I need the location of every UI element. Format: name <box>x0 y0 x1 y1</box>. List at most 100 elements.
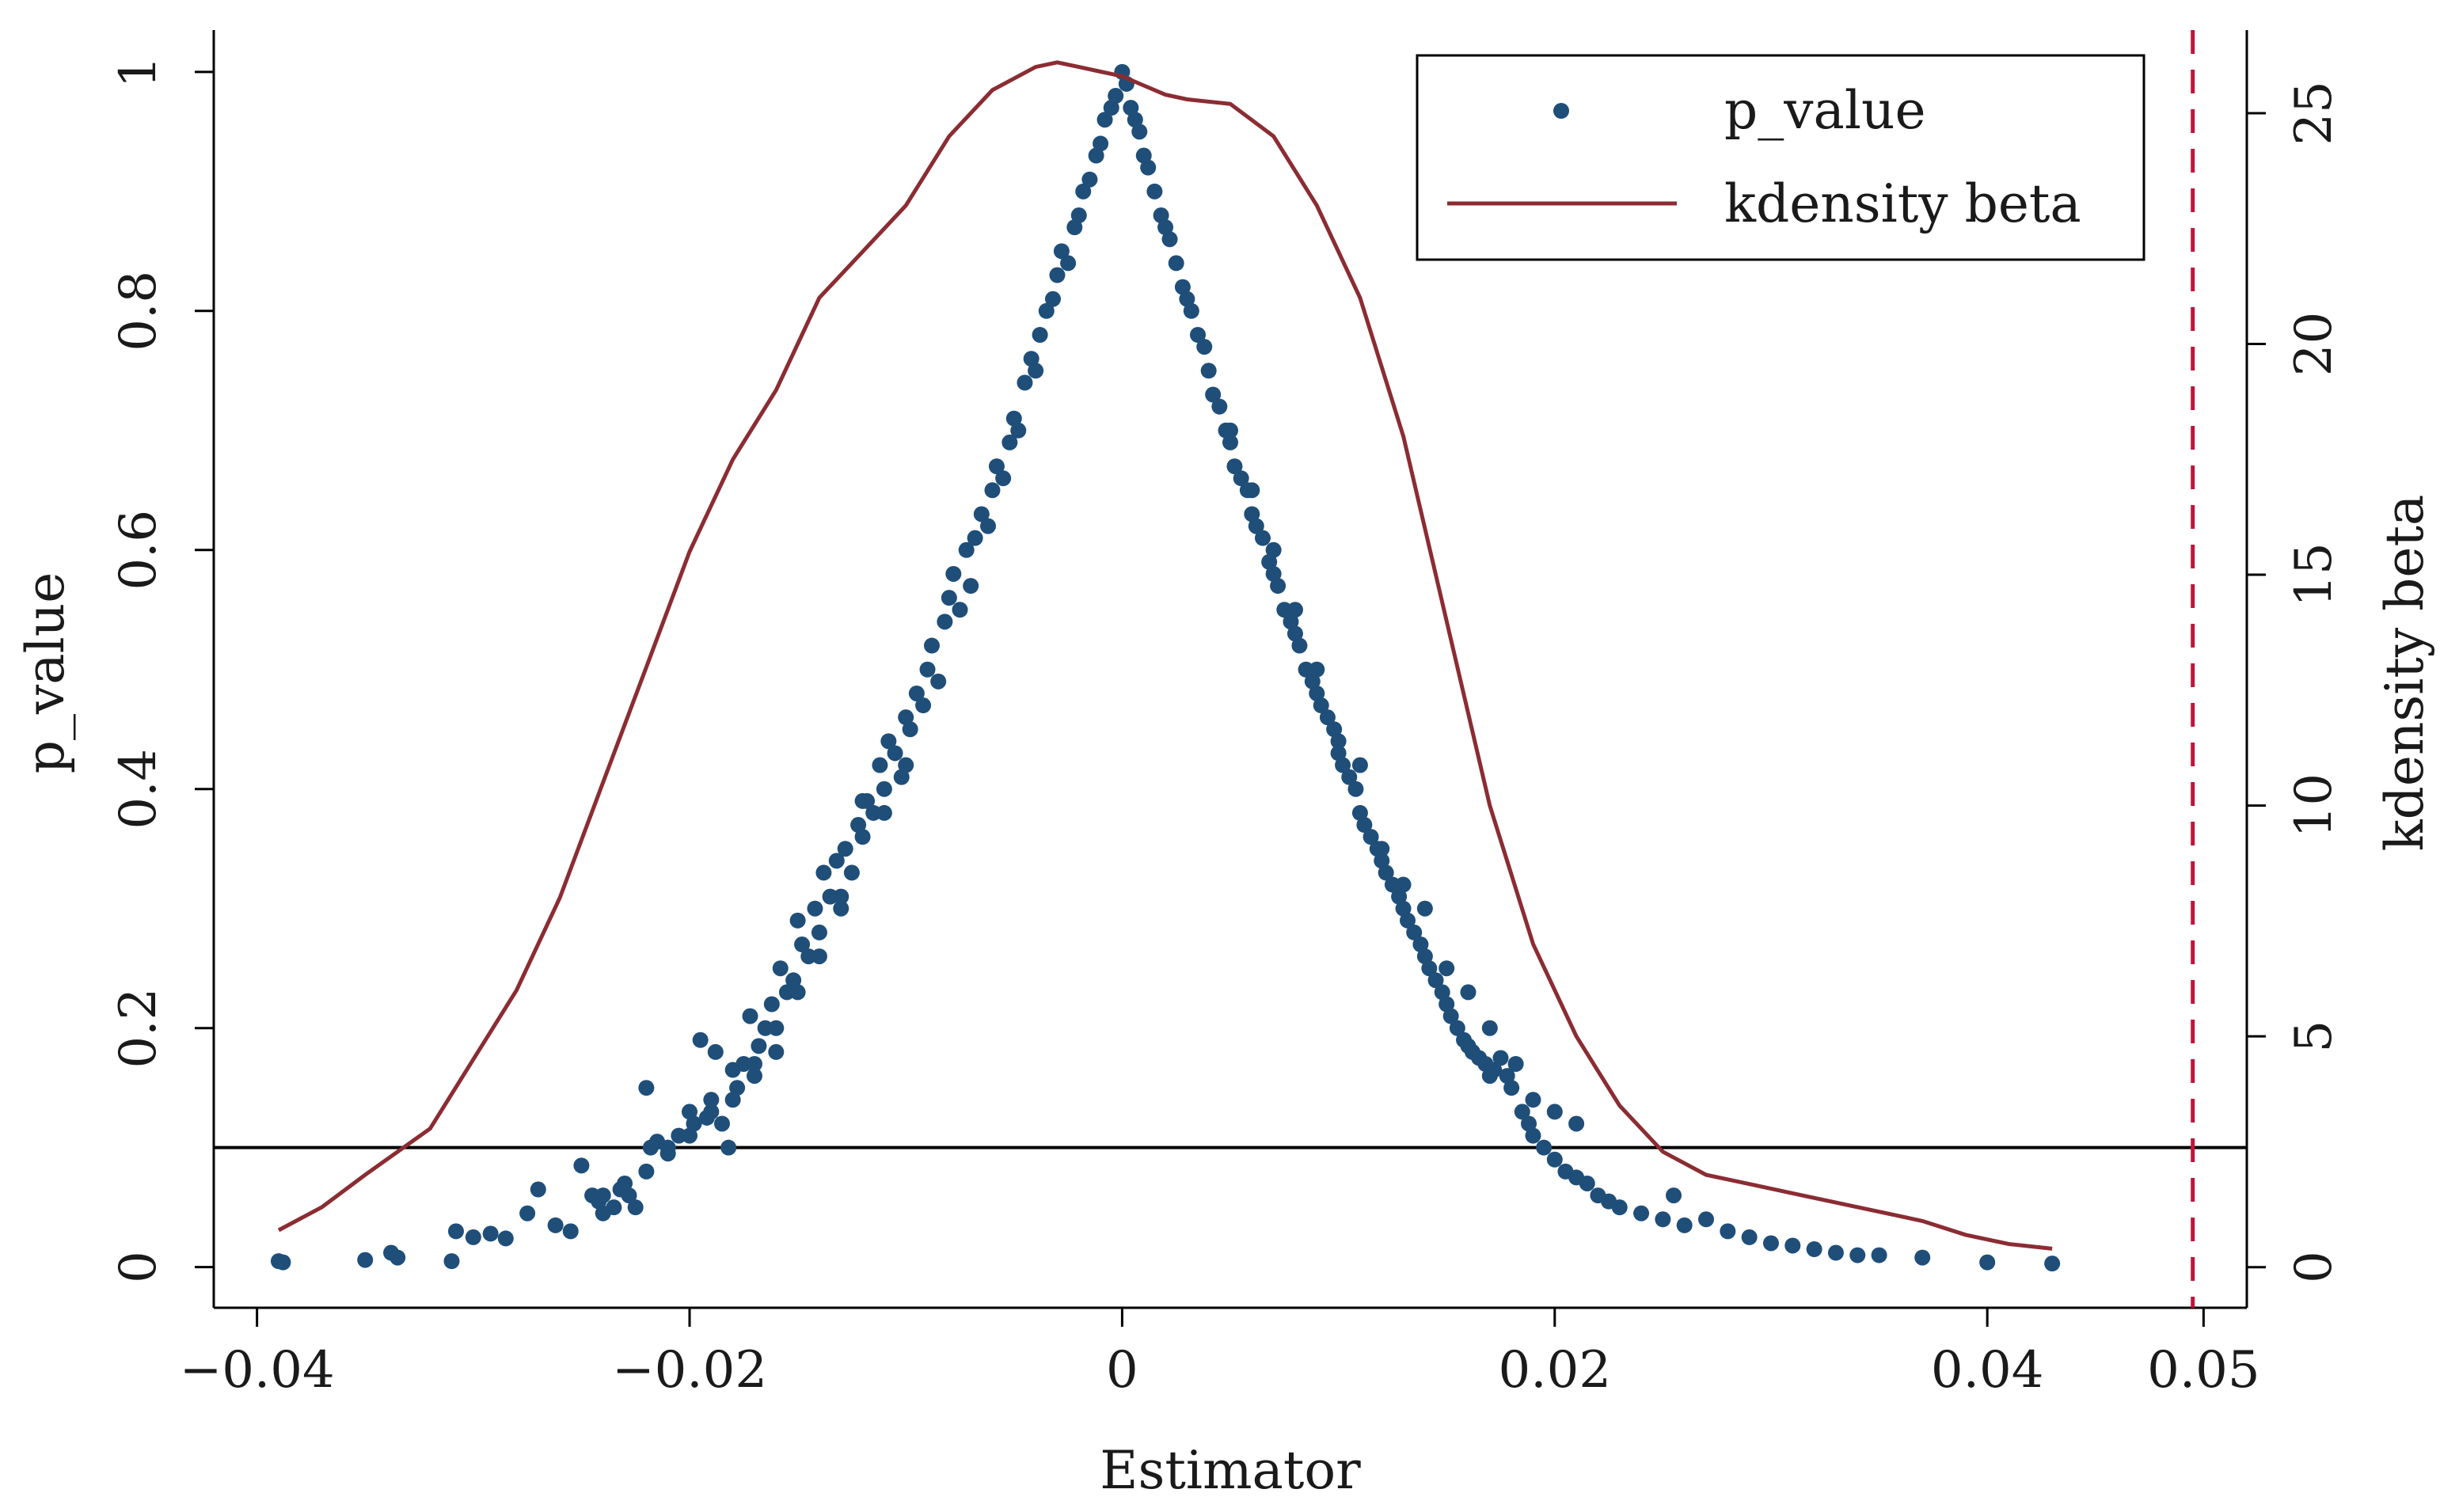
scatter-point <box>1309 685 1325 701</box>
scatter-point <box>1579 1175 1595 1191</box>
scatter-point <box>1161 231 1178 248</box>
scatter-point <box>1427 972 1444 989</box>
scatter-point <box>1439 996 1455 1012</box>
scatter-point <box>617 1175 633 1191</box>
scatter-point <box>1123 100 1139 116</box>
scatter-point <box>1291 637 1308 654</box>
scatter-point <box>1434 984 1450 1001</box>
scatter-point <box>606 1199 622 1216</box>
scatter-point <box>1060 255 1077 272</box>
scatter-point <box>682 1127 698 1144</box>
scatter-point <box>872 757 888 773</box>
scatter-point <box>945 565 962 582</box>
scatter-point <box>1168 255 1184 272</box>
y-tick-label: 0.6 <box>109 510 168 591</box>
y2-tick-label: 25 <box>2285 81 2343 145</box>
scatter-point <box>443 1253 460 1270</box>
scatter-point <box>1233 470 1249 487</box>
scatter-point <box>973 506 990 522</box>
scatter-point <box>627 1199 644 1216</box>
scatter-point <box>967 530 983 546</box>
scatter-point <box>887 745 903 762</box>
scatter-point <box>1135 147 1152 164</box>
scatter-point <box>1005 410 1022 427</box>
scatter-point <box>1140 159 1157 176</box>
x-tick-label: −0.04 <box>180 1341 335 1400</box>
scatter-point <box>357 1252 374 1268</box>
scatter-point <box>1395 900 1412 917</box>
scatter-point <box>1053 243 1070 260</box>
scatter-point <box>1183 302 1199 319</box>
scatter-point <box>724 1092 741 1108</box>
scatter-point <box>837 841 853 857</box>
scatter-point <box>390 1249 406 1266</box>
scatter-point <box>1010 422 1027 439</box>
scatter-point <box>898 709 914 726</box>
scatter-point <box>1244 506 1260 522</box>
scatter-point <box>742 1008 758 1024</box>
scatter-point <box>1503 1080 1520 1096</box>
scatter-point <box>1330 733 1347 750</box>
scatter-series-p-value <box>270 63 2061 1272</box>
scatter-point <box>1075 183 1092 199</box>
scatter-point <box>447 1223 464 1240</box>
scatter-point <box>1521 1115 1537 1132</box>
scatter-point <box>988 458 1005 475</box>
scatter-point <box>1127 112 1143 128</box>
x-tick-label: 0.02 <box>1499 1341 1612 1400</box>
scatter-point <box>497 1230 514 1247</box>
scatter-point <box>275 1254 291 1271</box>
scatter-point <box>1406 924 1423 940</box>
scatter-point <box>850 817 867 834</box>
scatter-point <box>1762 1235 1779 1252</box>
scatter-point <box>530 1181 546 1198</box>
scatter-point <box>1442 1008 1459 1024</box>
scatter-point <box>1265 565 1282 582</box>
scatter-point <box>1979 1254 1996 1271</box>
scatter-point <box>815 864 832 881</box>
scatter-point <box>1416 948 1433 965</box>
scatter-point <box>1412 936 1429 953</box>
scatter-point <box>1222 422 1238 439</box>
scatter-point <box>1525 1127 1541 1144</box>
scatter-point <box>1211 398 1228 415</box>
scatter-point <box>1190 327 1207 344</box>
scatter-point <box>1460 984 1477 1001</box>
legend-box <box>1416 54 2145 261</box>
y2-tick-label: 5 <box>2285 1020 2343 1053</box>
scatter-point <box>1205 386 1222 403</box>
scatter-point <box>1287 625 1303 642</box>
scatter-point <box>807 900 823 917</box>
y-tick-label: 0.4 <box>109 749 168 830</box>
scatter-point <box>519 1205 536 1221</box>
scatter-point <box>893 769 910 785</box>
scatter-point <box>876 781 892 797</box>
scatter-point <box>1347 781 1364 797</box>
scatter-point <box>547 1217 564 1233</box>
scatter-point <box>562 1223 579 1240</box>
scatter-point <box>1499 1068 1515 1085</box>
scatter-point <box>1001 434 1018 450</box>
scatter-point <box>1378 864 1394 881</box>
scatter-point <box>659 1139 676 1156</box>
scatter-point <box>1270 578 1287 595</box>
scatter-point <box>1341 769 1358 785</box>
scatter-point <box>995 470 1012 487</box>
scatter-point <box>876 804 892 821</box>
scatter-point <box>908 685 925 701</box>
scatter-point <box>854 829 871 845</box>
scatter-point <box>1611 1199 1628 1216</box>
scatter-point <box>1103 100 1119 116</box>
scatter-point <box>789 984 806 1001</box>
scatter-point <box>1096 112 1113 128</box>
scatter-point <box>963 578 979 595</box>
x-tick-label: 0 <box>1106 1341 1138 1400</box>
scatter-point <box>720 1139 737 1156</box>
scatter-point <box>1806 1241 1822 1258</box>
scatter-point <box>1093 135 1109 152</box>
scatter-point <box>1439 960 1455 977</box>
scatter-point <box>833 900 849 917</box>
legend: p_value kdensity beta <box>1416 54 2145 261</box>
scatter-point <box>746 1068 762 1085</box>
